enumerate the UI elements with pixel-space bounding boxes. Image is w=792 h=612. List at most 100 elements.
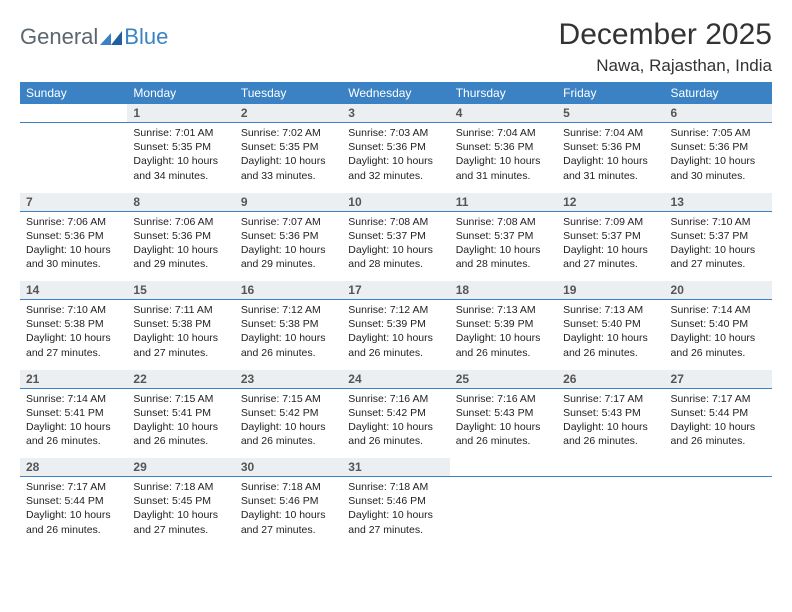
sunset-line: Sunset: 5:41 PM [26,406,121,420]
weekday-header-row: Sunday Monday Tuesday Wednesday Thursday… [20,82,772,104]
day-cell: Sunrise: 7:18 AMSunset: 5:45 PMDaylight:… [127,477,234,547]
calendar-body: 123456 Sunrise: 7:01 AMSunset: 5:35 PM Day… [20,104,772,547]
day-number: 15 [127,281,234,300]
sunrise-line: Sunrise: 7:02 AM [241,126,336,140]
daylight-line: Daylight: 10 hours and 32 minutes. [348,154,443,182]
day-number: 28 [20,458,127,477]
daylight-line: Daylight: 10 hours and 29 minutes. [241,243,336,271]
daylight-line: Daylight: 10 hours and 31 minutes. [563,154,658,182]
day-number: 20 [665,281,772,300]
weekday-header: Thursday [450,82,557,104]
day-cell: Sunrise: 7:04 AMSunset: 5:36 PMDaylight:… [450,123,557,193]
sunset-line: Sunset: 5:37 PM [563,229,658,243]
day-number: 5 [557,104,664,123]
weekday-header: Saturday [665,82,772,104]
day-cell: Sunrise: 7:05 AMSunset: 5:36 PMDaylight:… [665,123,772,193]
brand-mark-icon [100,29,122,45]
day-number: 26 [557,370,664,389]
day-number: 3 [342,104,449,123]
sunset-line: Sunset: 5:44 PM [26,494,121,508]
day-cell: Sunrise: 7:09 AMSunset: 5:37 PMDaylight:… [557,211,664,281]
day-cell: Sunrise: 7:14 AMSunset: 5:41 PMDaylight:… [20,388,127,458]
sunrise-line: Sunrise: 7:13 AM [563,303,658,317]
day-number: 6 [665,104,772,123]
day-number: 4 [450,104,557,123]
day-number: 23 [235,370,342,389]
day-cell: Sunrise: 7:16 AMSunset: 5:42 PMDaylight:… [342,388,449,458]
day-cell: Sunrise: 7:15 AMSunset: 5:42 PMDaylight:… [235,388,342,458]
day-number-row: 123456 [20,104,772,123]
day-cell: Sunrise: 7:13 AMSunset: 5:40 PMDaylight:… [557,300,664,370]
day-cell: Sunrise: 7:17 AMSunset: 5:43 PMDaylight:… [557,388,664,458]
day-content-row: Sunrise: 7:14 AMSunset: 5:41 PMDaylight:… [20,388,772,458]
day-cell: Sunrise: 7:10 AMSunset: 5:38 PMDaylight:… [20,300,127,370]
sunset-line: Sunset: 5:43 PM [456,406,551,420]
brand-blue: Blue [124,24,168,50]
sunrise-line: Sunrise: 7:10 AM [671,215,766,229]
sunset-line: Sunset: 5:40 PM [563,317,658,331]
day-content-row: Sunrise: 7:01 AMSunset: 5:35 PM Daylight:… [20,123,772,193]
day-number: 22 [127,370,234,389]
sunset-line: Sunset: 5:43 PM [563,406,658,420]
sunrise-line: Sunrise: 7:16 AM [456,392,551,406]
sunrise-line: Sunrise: 7:06 AM [133,215,228,229]
sunrise-line: Sunrise: 7:01 AM [133,126,228,140]
sunrise-line: Sunrise: 7:10 AM [26,303,121,317]
daylight-line: Daylight: 10 hours and 30 minutes. [671,154,766,182]
day-cell [665,477,772,547]
sunrise-line: Sunrise: 7:06 AM [26,215,121,229]
sunset-line: Sunset: 5:39 PM [456,317,551,331]
sunset-line: Sunset: 5:35 PM [133,140,228,154]
sunrise-line: Sunrise: 7:12 AM [348,303,443,317]
sunrise-line: Sunrise: 7:17 AM [26,480,121,494]
weekday-header: Monday [127,82,234,104]
sunset-line: Sunset: 5:41 PM [133,406,228,420]
weekday-header: Wednesday [342,82,449,104]
day-cell: Sunrise: 7:12 AMSunset: 5:38 PMDaylight:… [235,300,342,370]
sunset-line: Sunset: 5:36 PM [26,229,121,243]
day-number: 24 [342,370,449,389]
sunrise-line: Sunrise: 7:17 AM [671,392,766,406]
day-cell: Sunrise: 7:10 AMSunset: 5:37 PMDaylight:… [665,211,772,281]
sunset-line: Sunset: 5:44 PM [671,406,766,420]
sunrise-line: Sunrise: 7:15 AM [241,392,336,406]
day-number: 25 [450,370,557,389]
day-cell: Sunrise: 7:13 AMSunset: 5:39 PMDaylight:… [450,300,557,370]
sunset-line: Sunset: 5:36 PM [456,140,551,154]
day-cell: Sunrise: 7:11 AMSunset: 5:38 PMDaylight:… [127,300,234,370]
sunrise-line: Sunrise: 7:14 AM [26,392,121,406]
sunset-line: Sunset: 5:46 PM [348,494,443,508]
sunrise-line: Sunrise: 7:16 AM [348,392,443,406]
day-content-row: Sunrise: 7:06 AMSunset: 5:36 PMDaylight:… [20,211,772,281]
day-number: 21 [20,370,127,389]
daylight-line: Daylight: 10 hours and 28 minutes. [456,243,551,271]
day-number: 13 [665,193,772,212]
calendar-page: General Blue December 2025 Nawa, Rajasth… [0,0,792,557]
sunrise-line: Sunrise: 7:08 AM [348,215,443,229]
day-number: 9 [235,193,342,212]
sunset-line: Sunset: 5:36 PM [671,140,766,154]
daylight-line: Daylight: 10 hours and 27 minutes. [133,508,228,536]
day-cell: Sunrise: 7:06 AMSunset: 5:36 PMDaylight:… [20,211,127,281]
day-cell [450,477,557,547]
sunset-line: Sunset: 5:39 PM [348,317,443,331]
sunset-line: Sunset: 5:36 PM [241,229,336,243]
sunrise-line: Sunrise: 7:14 AM [671,303,766,317]
daylight-line: Daylight: 10 hours and 26 minutes. [133,420,228,448]
day-cell: Sunrise: 7:03 AMSunset: 5:36 PMDaylight:… [342,123,449,193]
sunset-line: Sunset: 5:38 PM [26,317,121,331]
sunrise-line: Sunrise: 7:09 AM [563,215,658,229]
day-cell: Sunrise: 7:02 AMSunset: 5:35 PMDaylight:… [235,123,342,193]
daylight-line: Daylight: 10 hours and 26 minutes. [241,331,336,359]
sunset-line: Sunset: 5:38 PM [241,317,336,331]
sunrise-line: Sunrise: 7:17 AM [563,392,658,406]
day-number: 8 [127,193,234,212]
daylight-line: Daylight: 10 hours and 27 minutes. [133,331,228,359]
daylight-line: Daylight: 10 hours and 26 minutes. [671,331,766,359]
sunset-line: Sunset: 5:42 PM [348,406,443,420]
day-number: 11 [450,193,557,212]
day-cell [557,477,664,547]
day-cell: Sunrise: 7:18 AMSunset: 5:46 PMDaylight:… [235,477,342,547]
sunrise-line: Sunrise: 7:07 AM [241,215,336,229]
day-number: 16 [235,281,342,300]
